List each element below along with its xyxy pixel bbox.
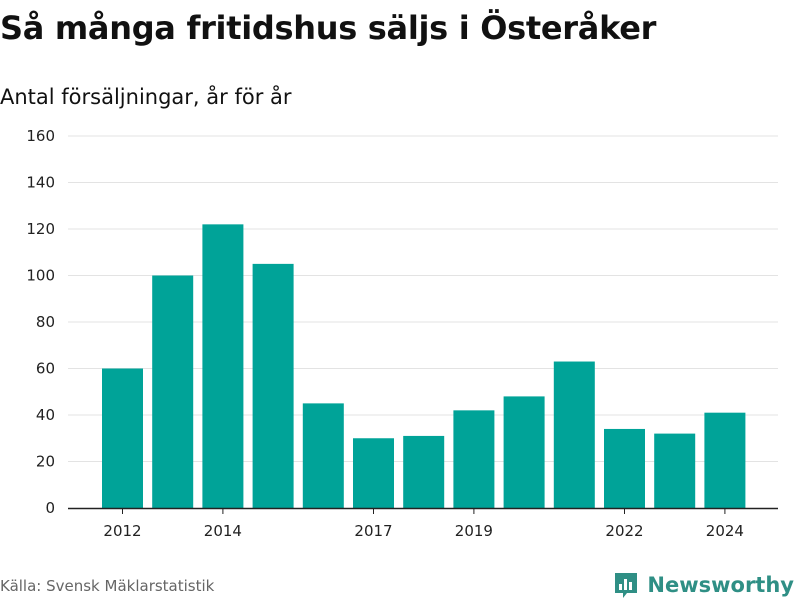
x-tick-label: 2017: [354, 522, 392, 540]
y-tick-label: 140: [26, 174, 55, 192]
x-tick-label: 2022: [605, 522, 643, 540]
bar-chart-logo-icon: [615, 573, 638, 598]
chart-subtitle: Antal försäljningar, år för år: [0, 85, 292, 109]
y-tick-label: 0: [45, 499, 55, 517]
y-tick-label: 100: [26, 267, 55, 285]
bar-2020: [503, 396, 545, 508]
bars: [102, 224, 746, 508]
x-tick-label: 2024: [706, 522, 744, 540]
source-note: Källa: Svensk Mäklarstatistik: [0, 577, 215, 595]
bar-2022: [604, 428, 645, 508]
y-tick-label: 160: [26, 127, 55, 145]
brand-logo: Newsworthy: [613, 570, 794, 600]
bar-2021: [553, 361, 595, 508]
bar-2016: [302, 403, 344, 508]
y-tick-label: 120: [26, 220, 55, 238]
x-tick-label: 2014: [204, 522, 242, 540]
bar-2019: [453, 410, 495, 508]
chart-title: Så många fritidshus säljs i Österåker: [0, 9, 657, 47]
y-tick-label: 20: [36, 453, 55, 471]
bar-2014: [202, 224, 244, 508]
bar-2012: [102, 368, 143, 508]
x-tick-label: 2012: [103, 522, 141, 540]
bar-2018: [403, 435, 445, 508]
bar-2023: [654, 433, 696, 508]
axes: [68, 507, 778, 514]
y-tick-label: 60: [36, 360, 55, 378]
bar-2024: [704, 412, 746, 508]
bar-2013: [152, 275, 194, 508]
brand-name: Newsworthy: [647, 573, 794, 597]
x-tick-label: 2019: [455, 522, 493, 540]
tick-labels: 0 20 40 60 80 100 120 140 160 2012 2014 2017 2019 202…: [26, 127, 744, 540]
bar-2015: [252, 263, 294, 508]
y-tick-label: 80: [36, 313, 55, 331]
y-tick-label: 40: [36, 406, 55, 424]
bar-2017: [353, 438, 394, 508]
